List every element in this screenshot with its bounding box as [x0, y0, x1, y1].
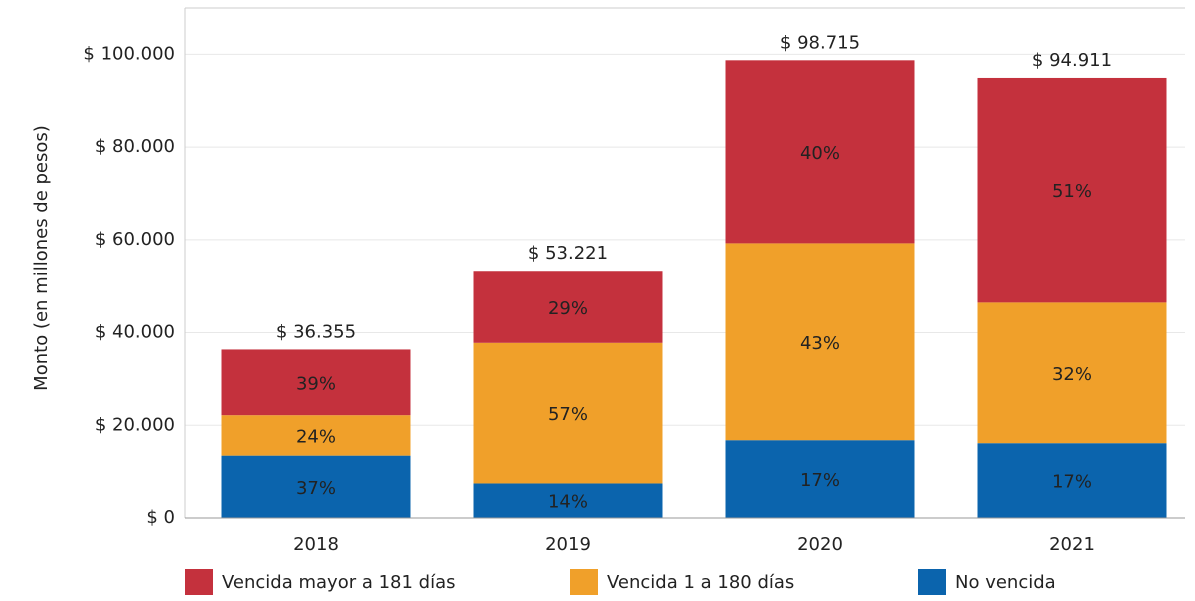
total-label: $ 94.911: [1032, 50, 1112, 71]
legend-swatch: [918, 569, 946, 595]
segment-label: 57%: [548, 404, 588, 425]
x-tick-label: 2021: [1049, 534, 1095, 555]
legend-swatch: [570, 569, 598, 595]
legend-label: Vencida 1 a 180 días: [607, 572, 794, 593]
bar-segment: [473, 271, 663, 343]
y-tick-label: $ 20.000: [95, 414, 175, 435]
y-axis-label: Monto (en millones de pesos): [31, 125, 52, 391]
segment-label: 17%: [1052, 472, 1092, 493]
y-tick-label: $ 60.000: [95, 229, 175, 250]
bar-segment: [977, 302, 1167, 444]
y-tick-label: $ 100.000: [83, 43, 175, 64]
y-tick-label: $ 0: [146, 507, 175, 528]
segment-label: 14%: [548, 492, 588, 513]
x-tick-label: 2019: [545, 534, 591, 555]
bar-segment: [221, 349, 411, 416]
bar-segment: [473, 483, 663, 518]
bar-segment: [473, 342, 663, 484]
segment-label: 32%: [1052, 364, 1092, 385]
segment-label: 39%: [296, 373, 336, 394]
legend-label: Vencida mayor a 181 días: [222, 572, 456, 593]
bar-segment: [977, 443, 1167, 518]
y-tick-label: $ 80.000: [95, 136, 175, 157]
y-tick-label: $ 40.000: [95, 322, 175, 343]
total-label: $ 36.355: [276, 321, 356, 342]
segment-label: 29%: [548, 298, 588, 319]
bar-segment: [725, 60, 915, 244]
x-tick-label: 2020: [797, 534, 843, 555]
bar-segment: [221, 455, 411, 518]
legend-label: No vencida: [955, 572, 1056, 593]
bar-segment: [725, 243, 915, 441]
total-label: $ 53.221: [528, 243, 608, 264]
segment-label: 24%: [296, 426, 336, 447]
segment-label: 51%: [1052, 181, 1092, 202]
segment-label: 17%: [800, 470, 840, 491]
segment-label: 37%: [296, 478, 336, 499]
bar-segment: [725, 440, 915, 518]
legend-swatch: [185, 569, 213, 595]
segment-label: 40%: [800, 143, 840, 164]
bar-segment: [221, 415, 411, 456]
total-label: $ 98.715: [780, 32, 860, 53]
x-tick-label: 2018: [293, 534, 339, 555]
segment-label: 43%: [800, 333, 840, 354]
bar-segment: [977, 77, 1167, 303]
